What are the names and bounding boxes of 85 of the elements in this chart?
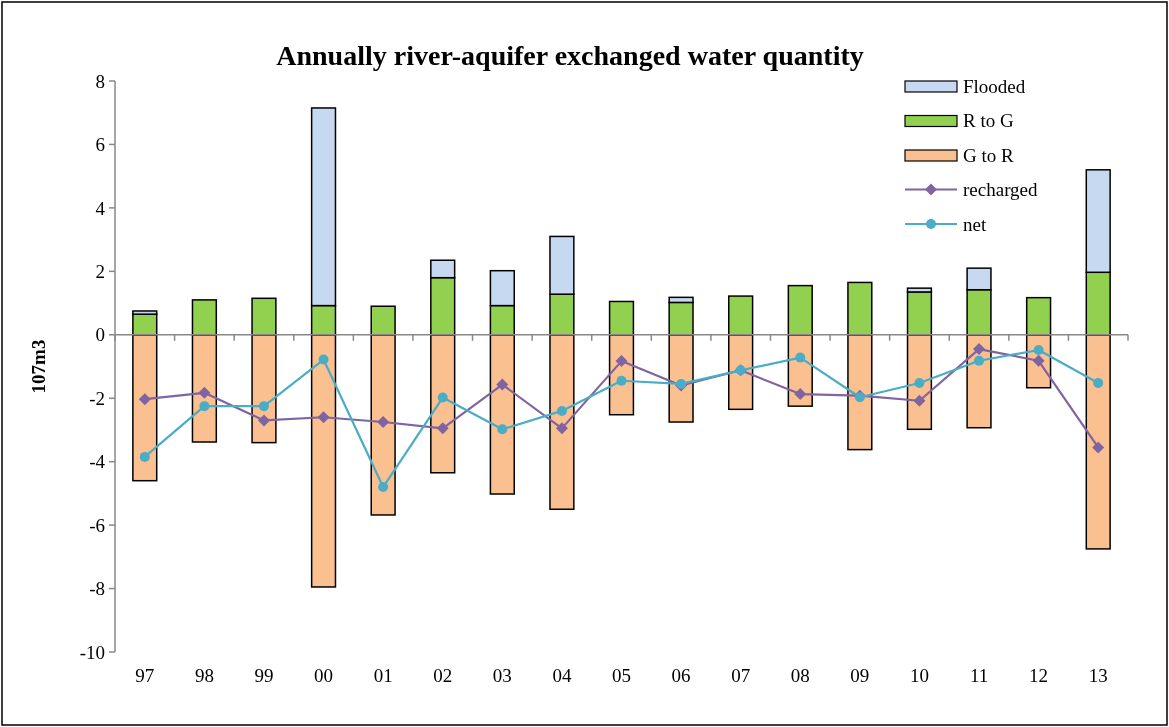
x-tick-label: 04 xyxy=(552,665,572,686)
point xyxy=(1093,378,1104,388)
bar xyxy=(370,334,396,516)
legend-label: Flooded xyxy=(963,75,1026,97)
x-tick-label: 00 xyxy=(314,665,334,686)
x-tick-label: 10 xyxy=(909,665,929,686)
point xyxy=(437,392,448,403)
point xyxy=(138,393,151,406)
point xyxy=(139,451,150,462)
point xyxy=(914,378,925,388)
point xyxy=(436,422,449,435)
x-tick-label: 03 xyxy=(492,665,512,686)
x-tick-label: 99 xyxy=(254,665,274,686)
point xyxy=(258,401,269,412)
bar xyxy=(549,334,575,510)
point xyxy=(198,386,211,399)
bar xyxy=(608,300,635,336)
legend-label: R to G xyxy=(963,110,1014,132)
point xyxy=(257,414,270,427)
bar xyxy=(1025,296,1052,336)
bar xyxy=(847,281,873,336)
y-tick-label: -4 xyxy=(89,451,106,473)
x-tick-label: 97 xyxy=(135,665,155,686)
point xyxy=(615,355,628,368)
point xyxy=(377,416,390,429)
bar xyxy=(728,334,754,411)
y-tick-label: -6 xyxy=(89,514,105,536)
x-tick-label: 12 xyxy=(1029,665,1049,686)
point xyxy=(497,424,508,435)
x-tick-label: 08 xyxy=(790,665,810,686)
y-tick-label: 4 xyxy=(95,197,106,219)
x-tick-label: 01 xyxy=(373,665,393,686)
bar xyxy=(251,334,277,444)
point xyxy=(1033,345,1044,355)
y-tick-label: -8 xyxy=(89,578,105,600)
legend-label: G to R xyxy=(963,144,1014,166)
point xyxy=(556,405,567,416)
x-tick-label: 09 xyxy=(850,665,870,686)
bar xyxy=(251,297,277,336)
point xyxy=(974,355,985,366)
y-axis-title: 107m3 xyxy=(28,339,49,394)
point xyxy=(795,352,806,363)
x-tick-label: 11 xyxy=(969,665,989,686)
bar xyxy=(906,291,933,336)
point xyxy=(1032,354,1045,367)
x-tick-label: 02 xyxy=(433,665,453,686)
x-tick-label: 13 xyxy=(1088,665,1108,686)
chart-title: Annually river-aquifer exchanged water quantity xyxy=(276,40,864,71)
bar xyxy=(668,334,694,423)
bar xyxy=(489,334,515,495)
y-tick-label: -2 xyxy=(89,387,105,409)
point xyxy=(378,482,389,493)
bar xyxy=(668,301,694,336)
bar xyxy=(728,295,754,336)
bar xyxy=(370,305,396,336)
point xyxy=(913,394,926,407)
point xyxy=(973,343,986,356)
y-tick-label: 6 xyxy=(95,134,105,156)
point xyxy=(1092,441,1105,454)
bar xyxy=(847,334,873,451)
point xyxy=(199,401,210,412)
bar xyxy=(1085,334,1111,550)
bar xyxy=(191,334,218,443)
point xyxy=(555,422,568,435)
x-tick-label: 05 xyxy=(612,665,631,686)
x-tick-label: 98 xyxy=(194,665,214,686)
point xyxy=(496,378,509,391)
y-tick-label: 0 xyxy=(95,324,105,346)
bar xyxy=(787,284,813,336)
legend-label: recharged xyxy=(963,179,1039,201)
legend-label: net xyxy=(963,213,987,235)
point xyxy=(318,354,329,365)
bar xyxy=(191,299,218,336)
y-tick-label: 8 xyxy=(95,70,105,92)
x-tick-label: 06 xyxy=(671,665,691,686)
bar xyxy=(310,334,337,588)
y-tick-label: -10 xyxy=(79,641,105,663)
point xyxy=(317,411,330,424)
x-tick-label: 07 xyxy=(731,665,751,686)
y-tick-label: 2 xyxy=(95,260,105,282)
point xyxy=(794,388,807,401)
bar xyxy=(430,334,456,474)
bar xyxy=(132,334,158,482)
bar xyxy=(966,334,992,429)
point xyxy=(616,375,627,386)
